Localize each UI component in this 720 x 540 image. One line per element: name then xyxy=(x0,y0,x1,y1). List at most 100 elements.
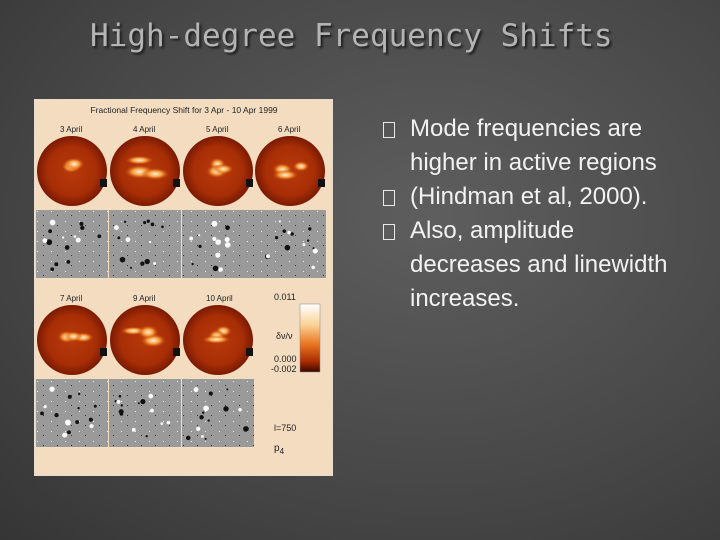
magnetic-spot xyxy=(67,430,71,435)
date-label: 9 April xyxy=(133,294,155,303)
date-label: 7 April xyxy=(60,294,82,303)
magnetic-spot xyxy=(80,225,85,231)
magnetic-spot xyxy=(129,266,133,269)
magnetic-spot xyxy=(66,260,71,264)
magnetic-spot xyxy=(117,236,121,240)
disk-corner xyxy=(246,179,253,187)
magnetic-spot xyxy=(196,426,201,431)
magnetic-spot xyxy=(278,220,281,223)
magnetogram xyxy=(36,379,108,447)
magnetic-spot xyxy=(137,402,140,405)
bullet-marker xyxy=(383,190,395,206)
magnetic-spot xyxy=(79,221,84,226)
bullet-text: Mode frequencies are higher in active re… xyxy=(410,115,657,176)
magnetic-spot xyxy=(62,432,68,438)
magnetic-spot xyxy=(185,435,191,441)
magnetic-spot xyxy=(146,219,150,223)
active-region xyxy=(292,161,310,172)
magnetic-spot xyxy=(42,238,48,243)
magnetic-spot xyxy=(118,409,124,415)
mode-label: p4 xyxy=(274,443,285,456)
magnetic-spot xyxy=(302,243,306,247)
magnetic-spot xyxy=(193,387,199,393)
magnetic-spot xyxy=(64,245,70,250)
magnetic-spot xyxy=(148,393,154,399)
magnetic-spot xyxy=(265,254,271,259)
magnetic-spot xyxy=(54,262,59,267)
magnetic-spot xyxy=(212,236,217,241)
magnetic-spot xyxy=(290,232,294,236)
panels: 3 April 4 April 5 April 6 April 7 April 9 Apr… xyxy=(36,125,326,447)
colorbar-zero: 0.000 xyxy=(274,354,297,364)
bullet-marker xyxy=(383,224,395,240)
active-region xyxy=(272,169,299,181)
active-region xyxy=(213,163,234,175)
magnetic-spot xyxy=(143,221,147,225)
degree-label: l=750 xyxy=(274,423,296,433)
magnetic-spot xyxy=(140,261,145,266)
magnetic-spot xyxy=(161,225,164,229)
slide-title: High-degree Frequency Shifts xyxy=(90,18,613,54)
magnetic-spot xyxy=(49,219,56,226)
magnetic-spot xyxy=(89,424,94,429)
magnetic-spot xyxy=(67,394,72,399)
disk-corner xyxy=(246,348,253,356)
magnetic-spot xyxy=(202,411,205,414)
magnetic-spot xyxy=(50,267,55,272)
magnetogram xyxy=(109,210,181,278)
bullet-marker xyxy=(383,122,395,138)
disk-corner xyxy=(100,179,107,187)
colorbar-quantity: δν/ν xyxy=(276,331,293,341)
magnetic-spot xyxy=(88,417,93,422)
mode-letter: p xyxy=(274,443,280,454)
magnetic-spot xyxy=(211,220,218,227)
magnetic-spot xyxy=(120,404,123,407)
date-label: 4 April xyxy=(133,125,155,134)
bullet-text: Also, amplitude decreases and linewidth … xyxy=(410,217,668,312)
figure-title: Fractional Frequency Shift for 3 Apr - 1… xyxy=(90,105,277,115)
magnetic-spot xyxy=(149,408,154,413)
active-region xyxy=(63,157,85,171)
magnetic-spot xyxy=(123,220,127,224)
magnetic-spot xyxy=(43,404,47,409)
magnetogram xyxy=(36,210,108,278)
magnetic-spot xyxy=(284,244,291,251)
magnetic-spot xyxy=(144,258,150,265)
date-label: 5 April xyxy=(206,125,228,134)
magnetic-spot xyxy=(77,407,80,410)
magnetic-spot xyxy=(203,405,209,412)
magnetic-spot xyxy=(75,237,81,243)
active-region xyxy=(64,331,83,342)
magnetic-spot xyxy=(125,237,131,243)
magnetic-spot xyxy=(212,265,219,272)
magnetic-spot xyxy=(166,420,171,425)
magnetic-spot xyxy=(225,225,230,231)
magnetic-spot xyxy=(200,434,204,438)
magnetic-spot xyxy=(46,239,53,246)
magnetic-spot xyxy=(160,422,164,426)
magnetic-spot xyxy=(148,240,152,244)
magnetic-spot xyxy=(77,392,81,396)
magnetic-spot xyxy=(311,265,315,270)
figure: Fractional Frequency Shift for 3 Apr - 1… xyxy=(34,99,333,476)
disk-corner xyxy=(318,179,325,187)
active-region xyxy=(137,325,159,340)
magnetic-spot xyxy=(54,412,59,418)
disk-corner xyxy=(173,348,180,356)
magnetic-spot xyxy=(116,399,121,404)
active-region xyxy=(202,335,231,344)
magnetogram xyxy=(182,379,254,447)
magnetic-spot xyxy=(145,434,148,438)
magnetic-spot xyxy=(198,234,201,237)
magnetic-spot xyxy=(243,426,249,432)
colorbar-max: 0.011 xyxy=(274,292,296,302)
colorbar-min: -0.002 xyxy=(271,364,297,374)
magnetic-spot xyxy=(40,411,44,416)
magnetic-spot xyxy=(189,236,194,241)
date-label: 6 April xyxy=(278,125,300,134)
magnetic-spot xyxy=(215,252,221,258)
magnetic-spot xyxy=(208,391,213,396)
magnetic-spot xyxy=(97,234,102,239)
magnetic-spot xyxy=(199,415,204,420)
